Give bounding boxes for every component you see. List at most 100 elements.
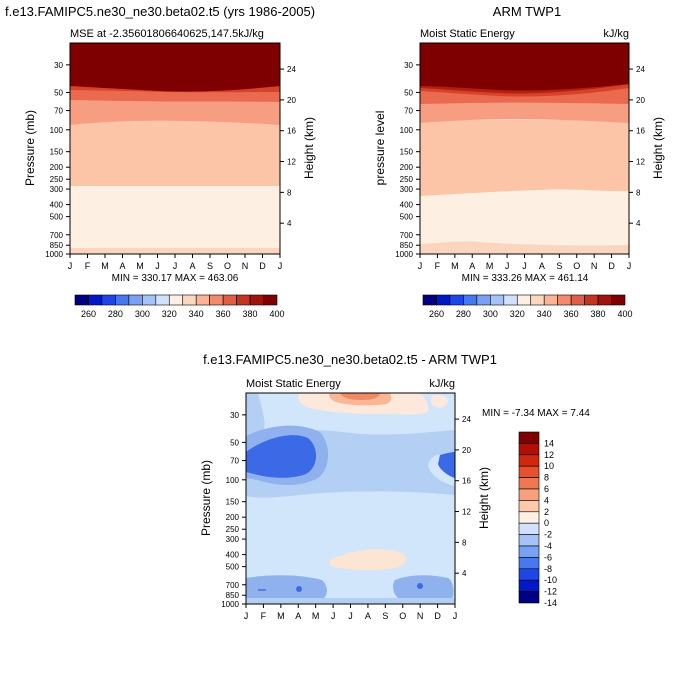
x-tick-label: M (486, 261, 494, 271)
colorbar-swatch (518, 477, 540, 490)
y-tick-label: 850 (226, 591, 240, 600)
x-tick-label: J (244, 611, 249, 621)
colorbar-swatch (518, 591, 540, 604)
x-tick-label: F (261, 611, 267, 621)
y-tick-label: 150 (50, 148, 64, 157)
colorbar-label: 380 (243, 309, 258, 319)
y-tick-label: 300 (400, 185, 414, 194)
y-tick-label: 400 (50, 201, 64, 210)
panel-difference: f.e13.FAMIPC5.ne30_ne30.beta02.t5 - ARM … (199, 352, 590, 621)
colorbar-swatch (518, 431, 540, 444)
colorbar-swatch (263, 294, 278, 306)
x-tick-label: M (136, 261, 144, 271)
x-tick-label: O (224, 261, 231, 271)
y-tick-label: 500 (400, 213, 414, 222)
colorbar-swatch (503, 294, 518, 306)
colorbar-swatch (436, 294, 451, 306)
y-right-tick-label: 16 (287, 127, 296, 136)
y-right-tick-label: 8 (287, 188, 292, 197)
y-tick-label: 850 (400, 241, 414, 250)
colorbar-swatch (422, 294, 437, 306)
x-tick-label: D (434, 611, 441, 621)
panel-c-ylabel: Pressure (mb) (199, 460, 213, 536)
colorbar-swatch (518, 568, 540, 581)
y-tick-label: 50 (404, 88, 413, 97)
x-tick-label: F (85, 261, 91, 271)
panel-c-stats: MIN = -7.34 MAX = 7.44 (482, 408, 590, 419)
panel-a-ylabel-right: Height (km) (302, 117, 316, 179)
colorbar-swatch (518, 579, 540, 592)
y-right-tick-label: 8 (636, 188, 641, 197)
y-right-tick-label: 20 (462, 446, 471, 455)
x-tick-label: J (348, 611, 353, 621)
colorbar-label: -2 (544, 530, 552, 540)
colorbar-label: 320 (510, 309, 525, 319)
panel-b-title: ARM TWP1 (493, 4, 561, 19)
colorbar-label: -4 (544, 541, 552, 551)
x-tick-label: M (277, 611, 285, 621)
panel-a-axes: J F M A M J J A S O N D J305070100150200250300400500… (45, 61, 296, 271)
colorbar-label: 2 (544, 507, 549, 517)
y-tick-label: 50 (54, 88, 63, 97)
colorbar-swatch (463, 294, 478, 306)
panel-a-ylabel: Pressure (mb) (23, 110, 37, 186)
colorbar-swatch (611, 294, 626, 306)
colorbar-swatch (518, 443, 540, 456)
colorbar-label: -6 (544, 552, 552, 562)
colorbar-swatch (518, 557, 540, 570)
colorbar-label: 340 (537, 309, 552, 319)
colorbar-label: 300 (135, 309, 150, 319)
colorbar-swatch (543, 294, 558, 306)
colorbar-label: 260 (81, 309, 96, 319)
x-tick-label: J (155, 261, 160, 271)
x-tick-label: S (382, 611, 388, 621)
y-tick-label: 1000 (221, 600, 239, 609)
colorbar-swatch (74, 294, 89, 306)
panel-a-title: f.e13.FAMIPC5.ne30_ne30.beta02.t5 (yrs 1… (5, 4, 315, 19)
panel-b-subtitle-left: Moist Static Energy (420, 28, 515, 40)
x-tick-label: J (505, 261, 510, 271)
y-tick-label: 700 (400, 231, 414, 240)
y-right-tick-label: 4 (287, 219, 292, 228)
colorbar-swatch (518, 465, 540, 478)
colorbar-label: 360 (216, 309, 231, 319)
panel-b-ylabel: pressure level (373, 111, 387, 186)
y-right-tick-label: 20 (636, 96, 645, 105)
colorbar-swatch (518, 500, 540, 513)
colorbar-label: 260 (429, 309, 444, 319)
y-right-tick-label: 4 (636, 219, 641, 228)
y-tick-label: 30 (230, 411, 239, 420)
y-tick-label: 500 (226, 563, 240, 572)
x-tick-label: M (312, 611, 320, 621)
y-right-tick-label: 12 (636, 158, 645, 167)
colorbar-label: 280 (456, 309, 471, 319)
colorbar-label: 380 (591, 309, 606, 319)
colorbar-label: 280 (108, 309, 123, 319)
y-tick-label: 50 (230, 438, 239, 447)
y-tick-label: 150 (400, 148, 414, 157)
x-tick-label: N (417, 611, 424, 621)
panel-a-colorbar: 260 280 300 320 340 360 380 400 (74, 294, 285, 319)
colorbar-swatch (115, 294, 130, 306)
colorbar-label: -12 (544, 587, 557, 597)
colorbar-swatch (236, 294, 251, 306)
colorbar-swatch (490, 294, 505, 306)
x-tick-label: O (573, 261, 580, 271)
panel-c-ylabel-right: Height (km) (477, 467, 491, 529)
y-tick-label: 30 (54, 61, 63, 70)
y-tick-label: 400 (226, 551, 240, 560)
colorbar-label: 340 (189, 309, 204, 319)
y-tick-label: 300 (50, 185, 64, 194)
y-tick-label: 200 (400, 163, 414, 172)
panel-a-contours (70, 43, 280, 254)
panel-c-title: f.e13.FAMIPC5.ne30_ne30.beta02.t5 - ARM … (203, 352, 497, 367)
y-tick-label: 70 (404, 107, 413, 116)
colorbar-swatch (222, 294, 237, 306)
colorbar-label: 300 (483, 309, 498, 319)
colorbar-label: 10 (544, 461, 554, 471)
panel-model-mse: f.e13.FAMIPC5.ne30_ne30.beta02.t5 (yrs 1… (5, 4, 316, 319)
x-tick-label: D (259, 261, 266, 271)
panel-b-contours (420, 43, 629, 254)
